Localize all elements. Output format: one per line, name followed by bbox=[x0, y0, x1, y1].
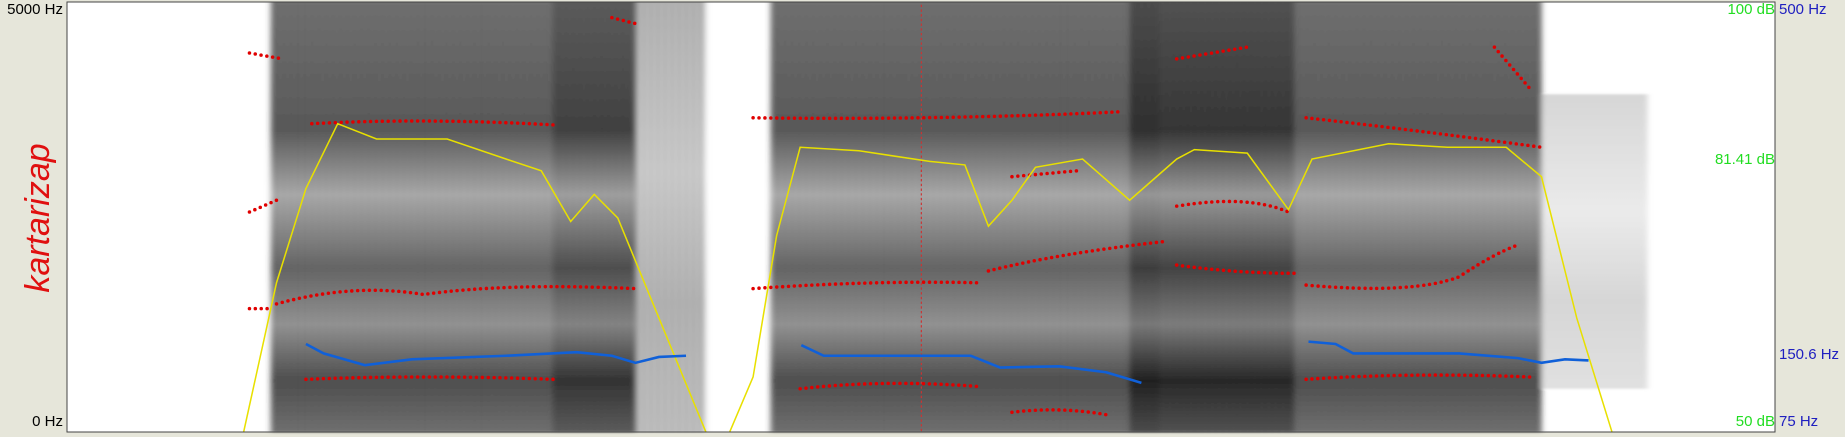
pitch-middle: 150.6 Hz bbox=[1779, 346, 1839, 363]
spectrogram bbox=[242, 2, 1648, 433]
intensity-top: 100 dB bbox=[1727, 1, 1775, 18]
frequency-bottom: 0 Hz bbox=[32, 413, 63, 430]
tier-label: kartarizap bbox=[19, 143, 57, 292]
formants bbox=[247, 15, 1544, 417]
pitch-curve bbox=[305, 340, 1589, 385]
frequency-top: 5000 Hz bbox=[7, 1, 63, 18]
plot-border bbox=[66, 1, 1776, 433]
intensity-curve bbox=[242, 122, 1613, 433]
intensity-bottom: 50 dB bbox=[1736, 413, 1775, 430]
pitch-bottom: 75 Hz bbox=[1779, 413, 1818, 430]
intensity-middle: 81.41 dB bbox=[1715, 151, 1775, 168]
pitch-top: 500 Hz bbox=[1779, 1, 1827, 18]
